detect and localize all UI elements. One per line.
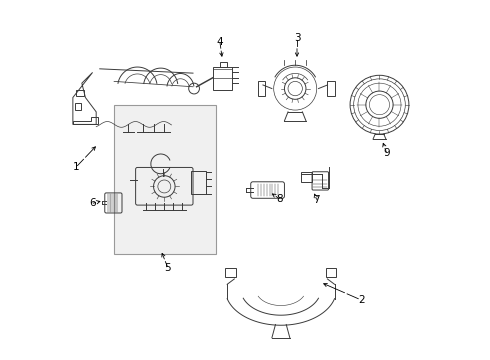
Text: 3: 3 — [294, 33, 300, 43]
FancyBboxPatch shape — [114, 105, 216, 253]
Text: 8: 8 — [276, 194, 283, 204]
Text: 9: 9 — [383, 148, 390, 158]
Text: 5: 5 — [165, 263, 171, 273]
Text: 1: 1 — [73, 162, 79, 172]
Text: 4: 4 — [217, 37, 223, 47]
Text: 6: 6 — [89, 198, 96, 208]
Text: 2: 2 — [358, 295, 365, 305]
Text: 7: 7 — [314, 195, 320, 205]
